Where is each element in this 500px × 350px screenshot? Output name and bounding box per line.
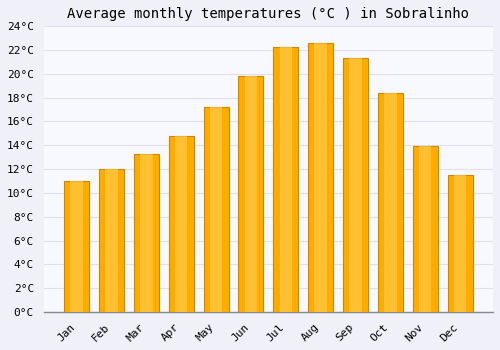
Bar (140, 154, 152, 312)
Bar (134, 154, 159, 312)
Bar (168, 136, 194, 312)
Title: Average monthly temperatures (°C ) in Sobralinho: Average monthly temperatures (°C ) in So… (68, 7, 469, 21)
Bar (454, 175, 466, 312)
Bar (99, 169, 124, 312)
Bar (412, 147, 438, 312)
Bar (280, 47, 292, 312)
Bar (384, 93, 396, 312)
Bar (244, 76, 257, 312)
Bar (419, 147, 432, 312)
Bar (105, 169, 118, 312)
Bar (204, 107, 229, 312)
Bar (70, 181, 83, 312)
Bar (175, 136, 188, 312)
Bar (314, 43, 327, 312)
Bar (448, 175, 472, 312)
Bar (349, 58, 362, 312)
Bar (378, 93, 403, 312)
Bar (238, 76, 264, 312)
Bar (343, 58, 368, 312)
Bar (210, 107, 222, 312)
Bar (64, 181, 89, 312)
Bar (308, 43, 333, 312)
Bar (273, 47, 298, 312)
